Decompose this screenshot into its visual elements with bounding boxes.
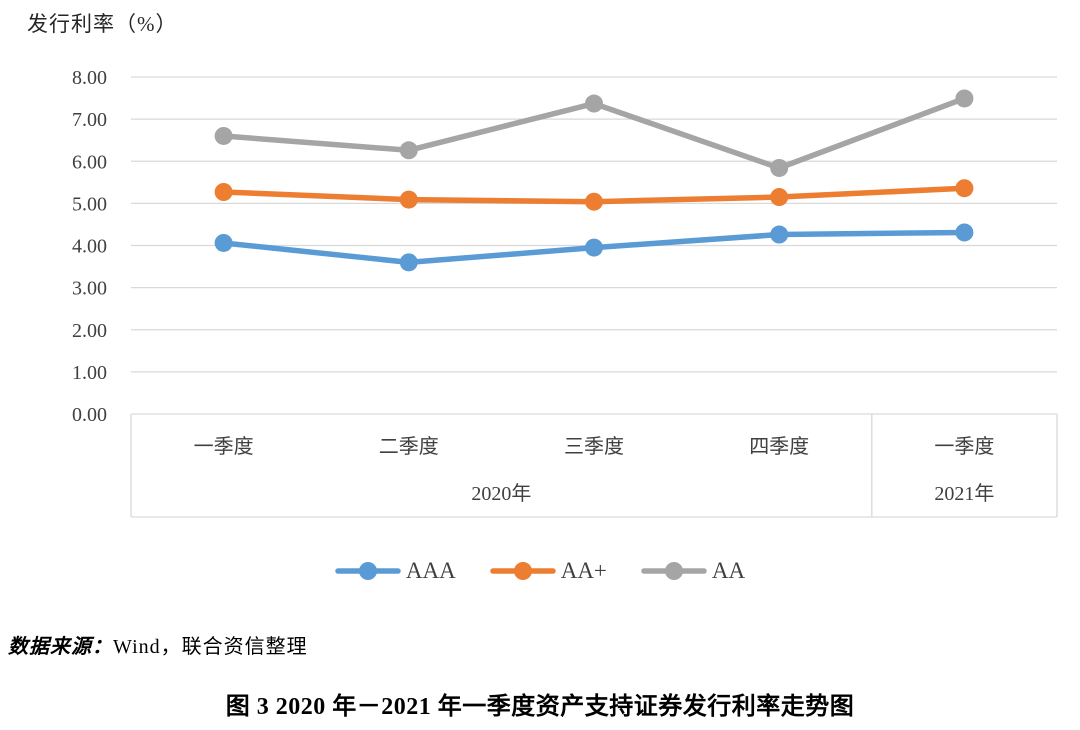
source-note: 数据来源：Wind，联合资信整理 [8,630,308,659]
legend-line-marker-icon [335,562,401,580]
legend-dot [358,562,377,580]
y-tick-label: 2.00 [72,320,107,342]
data-point-AA+ [214,183,233,202]
data-point-AA+ [770,188,789,207]
x-category-label: 四季度 [749,435,809,458]
data-point-AA+ [585,192,603,211]
y-tick-label: 8.00 [72,67,107,89]
data-point-AAA [399,253,418,272]
y-tick-label: 6.00 [72,151,107,173]
data-point-AA+ [955,179,974,198]
x-year-label: 2020年 [471,482,531,505]
data-point-AA [585,94,603,113]
data-point-AAA [585,238,603,257]
data-point-AAA [214,233,233,252]
y-tick-label: 7.00 [72,109,107,131]
figure-caption: 图 3 2020 年－2021 年一季度资产支持证券发行利率走势图 [225,694,855,720]
x-year-label: 2021年 [934,482,994,505]
x-category-label: 二季度 [379,435,439,458]
data-point-AA [955,89,974,108]
data-point-AA+ [399,190,418,209]
legend-line-marker-icon [489,562,556,580]
line-chart-plot: 0.00 1.00 2.00 3.00 4.00 5.00 6.00 7.00 8.00 一季度 二… [72,67,1058,518]
legend-label: AAA [405,558,456,583]
source-note-label: 数据来源： [8,636,113,658]
legend-dot [664,562,683,580]
data-point-AA [214,126,233,145]
y-tick-label: 4.00 [72,236,107,258]
legend: AAA AA+ AA [0,556,1080,586]
source-note-text: Wind，联合资信整理 [113,636,308,658]
data-point-AAA [770,225,789,244]
x-category-label: 一季度 [934,435,994,458]
data-point-AAA [955,223,974,242]
legend-label: AA+ [560,558,607,583]
data-point-AA [770,158,789,177]
y-tick-label: 3.00 [72,278,107,300]
legend-dot [513,562,532,580]
y-tick-label: 5.00 [72,193,107,215]
data-point-AA [399,141,418,160]
legend-item-AAA: AAA [335,558,456,584]
legend-label: AA [711,558,746,583]
y-tick-label: 1.00 [72,362,107,384]
x-category-label: 三季度 [564,435,624,458]
legend-item-AA+: AA+ [489,558,607,584]
legend-line-marker-icon [641,562,707,580]
legend-item-AA: AA [641,558,745,584]
y-tick-label: 0.00 [72,404,107,426]
chart-axis-title: 发行利率（%） [27,12,178,36]
x-category-label: 一季度 [194,435,254,458]
